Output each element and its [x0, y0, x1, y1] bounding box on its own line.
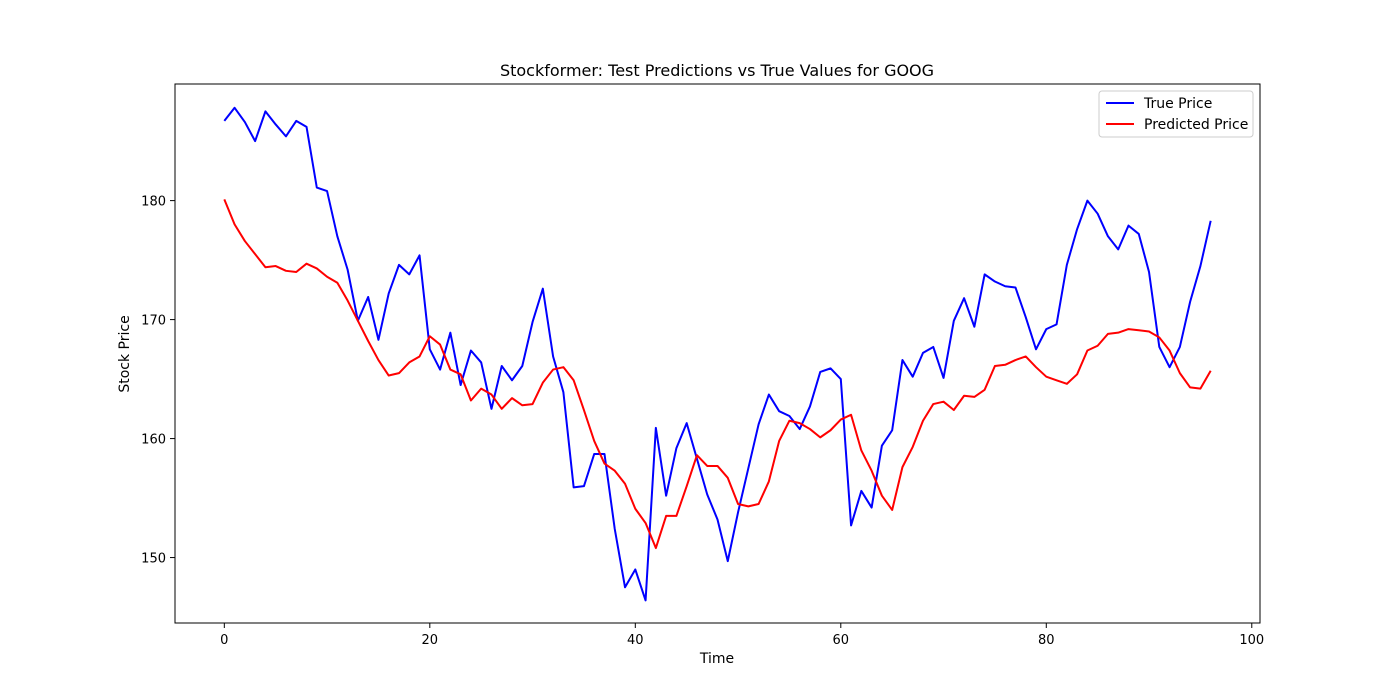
series-layer [223, 106, 1212, 602]
x-axis: 0 20 40 60 80 100 [220, 623, 1264, 648]
y-tick-label: 150 [141, 552, 166, 567]
y-axis: 150 160 170 180 [141, 195, 175, 567]
x-tick-label: 40 [627, 633, 644, 648]
y-axis-label: Stock Price [117, 315, 133, 392]
legend-label-true-price: True Price [1143, 96, 1212, 112]
x-tick-label: 60 [833, 633, 850, 648]
legend: True Price Predicted Price [1098, 90, 1254, 138]
x-tick-label: 20 [422, 633, 439, 648]
x-tick-label: 80 [1038, 633, 1055, 648]
legend-box [1098, 90, 1254, 138]
y-tick-label: 180 [141, 195, 166, 210]
x-tick-label: 0 [220, 633, 228, 648]
x-tick-label: 100 [1239, 633, 1264, 648]
chart-title: Stockformer: Test Predictions vs True Va… [500, 61, 934, 80]
plot-area [174, 83, 1261, 624]
x-axis-label: Time [699, 651, 734, 667]
series-line-true-price [223, 106, 1212, 602]
legend-label-predicted-price: Predicted Price [1144, 117, 1248, 133]
y-tick-label: 160 [141, 433, 166, 448]
y-tick-label: 170 [141, 314, 166, 329]
series-line-predicted-price [223, 199, 1212, 550]
